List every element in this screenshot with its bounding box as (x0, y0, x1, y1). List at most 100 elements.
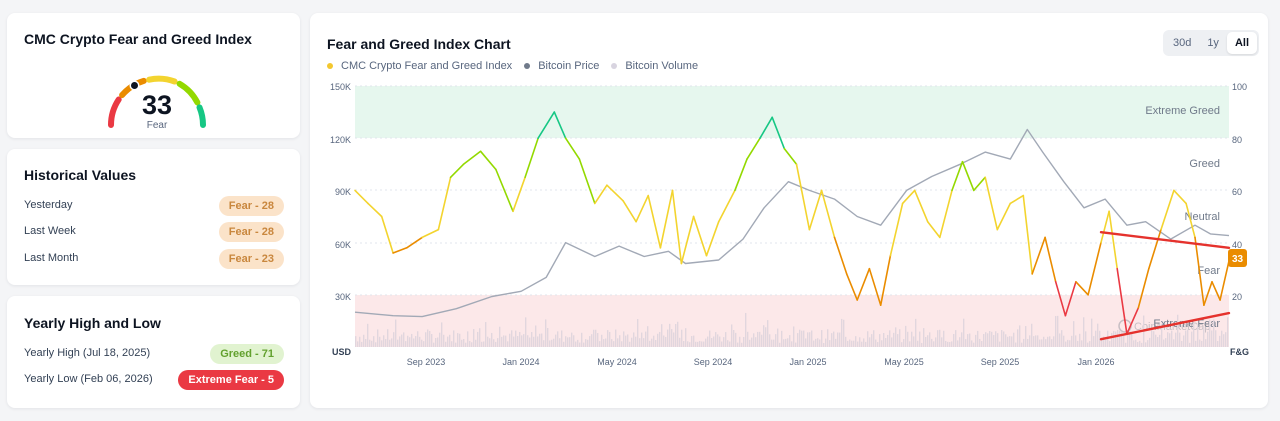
x-tick-label: Jan 2026 (1077, 357, 1114, 367)
volume-bar (1049, 336, 1051, 347)
volume-bar (785, 338, 787, 347)
tab-1y[interactable]: 1y (1207, 37, 1219, 49)
fear-greed-segment (901, 189, 916, 205)
volume-bar (687, 341, 689, 347)
volume-bar (705, 338, 707, 347)
volume-bar (839, 332, 841, 347)
volume-bar (1209, 319, 1211, 347)
volume-bar (743, 336, 745, 347)
fear-greed-segment (717, 189, 736, 223)
legend-item-bitcoin-volume[interactable]: Bitcoin Volume (611, 60, 698, 72)
volume-bar (519, 331, 521, 347)
fear-greed-segment (856, 267, 871, 301)
fear-greed-segment (1031, 236, 1046, 275)
volume-bar (395, 319, 397, 347)
volume-bar (869, 337, 871, 347)
volume-bar (469, 340, 471, 347)
volume-bar (1197, 325, 1199, 347)
volume-bar (973, 342, 975, 347)
volume-bar (1009, 336, 1011, 347)
gauge-title: CMC Crypto Fear and Greed Index (24, 31, 252, 47)
gauge-value: 33 (141, 90, 173, 120)
volume-bar (1189, 342, 1191, 347)
legend-item-bitcoin-price[interactable]: Bitcoin Price (524, 60, 599, 72)
volume-bar (837, 332, 839, 347)
fear-greed-segment (1108, 210, 1119, 270)
volume-bar (535, 325, 537, 347)
volume-bar (573, 335, 575, 347)
fear-greed-segment (406, 236, 423, 249)
volume-bar (1019, 325, 1021, 347)
volume-bar (513, 336, 515, 347)
volume-bar (693, 335, 695, 347)
volume-bar (961, 332, 963, 347)
volume-bar (565, 336, 567, 347)
volume-bar (771, 339, 773, 347)
volume-bar (685, 328, 687, 347)
volume-bar (455, 342, 457, 347)
x-tick-label: Sep 2023 (407, 357, 446, 367)
volume-bar (541, 333, 543, 347)
volume-bar (897, 334, 899, 347)
volume-bar (737, 342, 739, 347)
fear-greed-segment (437, 176, 452, 231)
zone-extreme-greed-band (355, 86, 1229, 138)
volume-bar (903, 339, 905, 347)
volume-bar (943, 330, 945, 347)
volume-bar (403, 332, 405, 347)
volume-bar (849, 339, 851, 347)
volume-bar (601, 334, 603, 347)
left-tick-label: 60K (335, 240, 351, 250)
volume-bar (613, 341, 615, 347)
volume-bar (651, 338, 653, 347)
volume-bar (867, 331, 869, 347)
volume-bar (1101, 337, 1103, 347)
volume-bar (831, 333, 833, 347)
right-axis-label: F&G (1230, 347, 1249, 357)
bitcoin-price-series (354, 128, 1230, 318)
volume-bar (761, 334, 763, 347)
volume-bar (1013, 332, 1015, 347)
volume-bar (451, 341, 453, 347)
volume-bar (885, 338, 887, 347)
volume-bar (1157, 337, 1159, 347)
fear-greed-segment (462, 150, 482, 166)
tab-all[interactable]: All (1226, 32, 1257, 54)
volume-bar (387, 329, 389, 347)
volume-bar (781, 330, 783, 347)
volume-bar (1117, 329, 1119, 347)
volume-bar (891, 337, 893, 347)
volume-bar (423, 341, 425, 347)
volume-bar (895, 327, 897, 347)
fear-greed-segment (495, 168, 514, 213)
volume-bar (719, 336, 721, 347)
fear-greed-segment (659, 189, 674, 249)
volume-bar (499, 326, 501, 347)
volume-bar (563, 341, 565, 347)
volume-bar (1179, 332, 1181, 347)
volume-bar (407, 335, 409, 347)
yearly-low-label: Yearly Low (Feb 06, 2026) (24, 373, 153, 385)
volume-bar (1105, 339, 1107, 347)
volume-bar (417, 331, 419, 347)
volume-bar (711, 337, 713, 347)
volume-bar (461, 339, 463, 347)
volume-bar (365, 339, 367, 347)
volume-bar (1029, 335, 1031, 347)
volume-bar (531, 332, 533, 347)
volume-bar (905, 325, 907, 347)
volume-bar (953, 334, 955, 347)
volume-bar (1161, 323, 1163, 347)
volume-bar (1201, 340, 1203, 347)
volume-bar (935, 337, 937, 347)
tab-30d[interactable]: 30d (1172, 37, 1192, 49)
legend-item-fear-greed[interactable]: CMC Crypto Fear and Greed Index (327, 60, 512, 72)
volume-bar (419, 336, 421, 347)
volume-bar (1085, 331, 1087, 347)
volume-bar (775, 334, 777, 347)
volume-bar (1069, 340, 1071, 347)
fear-greed-segment (984, 176, 999, 231)
volume-bar (829, 340, 831, 347)
fear-greed-segment (996, 202, 1012, 231)
volume-bar (1191, 331, 1193, 347)
